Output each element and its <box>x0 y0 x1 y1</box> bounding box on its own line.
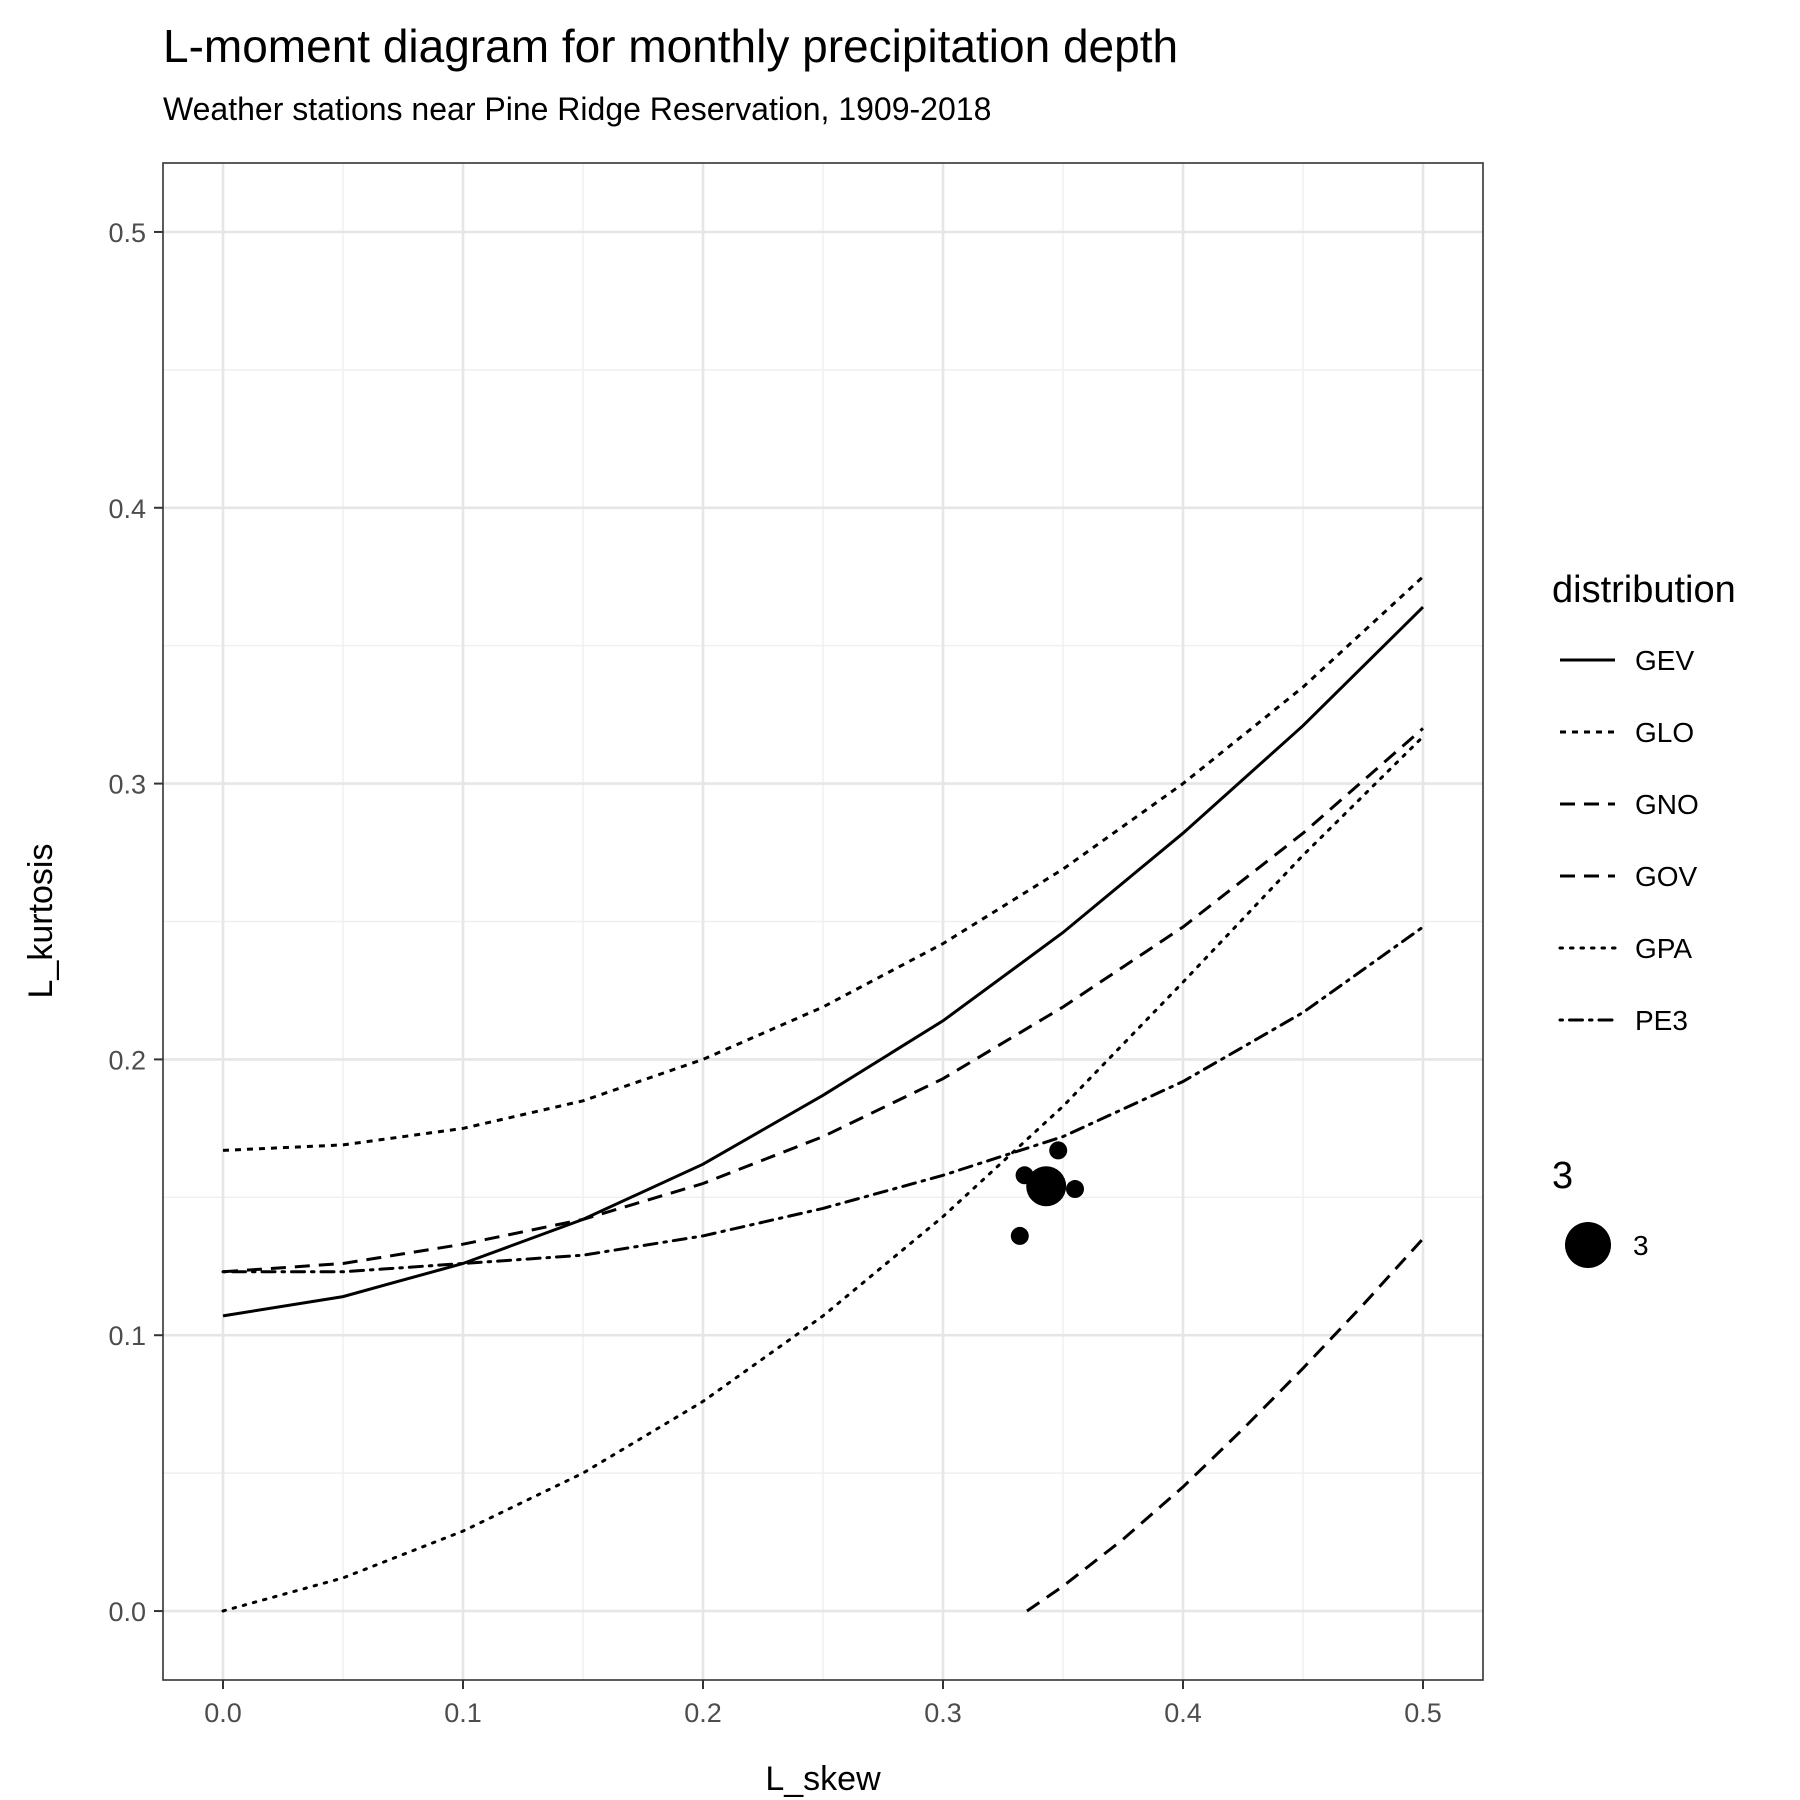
panel-border <box>162 162 1484 1681</box>
data-point <box>1049 1141 1068 1160</box>
series-line-gev <box>222 606 1425 1318</box>
legend-label-gev: GEV <box>1635 645 1694 676</box>
y-axis-title: L_kurtosis <box>22 844 60 999</box>
data-point <box>1026 1166 1067 1207</box>
x-tick-label: 0.0 <box>204 1698 242 1728</box>
legend-label-pe3: PE3 <box>1635 1005 1688 1036</box>
y-tick-label: 0.3 <box>108 770 146 800</box>
distribution-curves <box>221 575 1425 1613</box>
chart-title: L-moment diagram for monthly precipitati… <box>163 20 1178 72</box>
series-line-gov <box>1026 1237 1425 1613</box>
size-legend-title: 3 <box>1552 1155 1573 1197</box>
size-legend-label: 3 <box>1633 1230 1649 1261</box>
y-tick-label: 0.0 <box>108 1597 146 1627</box>
x-tick-label: 0.3 <box>924 1698 962 1728</box>
x-tick-label: 0.2 <box>684 1698 722 1728</box>
series-line-glo <box>222 575 1425 1152</box>
data-point <box>1010 1226 1029 1245</box>
legend-label-glo: GLO <box>1635 717 1694 748</box>
x-tick-label: 0.1 <box>444 1698 482 1728</box>
plot-panel <box>162 162 1484 1681</box>
size-legend: 3 3 <box>1552 1155 1649 1268</box>
size-legend-key <box>1565 1222 1611 1268</box>
series-line-pe3 <box>221 925 1425 1274</box>
distribution-legend: distribution GEV GLO GNO GOV GPA PE3 <box>1552 569 1736 1036</box>
y-tick-label: 0.5 <box>108 218 146 248</box>
y-tick-label: 0.1 <box>108 1321 146 1351</box>
x-axis-title: L_skew <box>765 1760 881 1798</box>
series-line-gpa <box>221 735 1425 1613</box>
y-axis: 0.0 0.1 0.2 0.3 0.4 0.5 <box>108 218 163 1627</box>
data-point <box>1015 1166 1034 1185</box>
major-gridlines <box>163 163 1483 1680</box>
legend-label-gno: GNO <box>1635 789 1699 820</box>
legend-title: distribution <box>1552 569 1736 611</box>
minor-gridlines <box>163 163 1483 1680</box>
chart-subtitle: Weather stations near Pine Ridge Reserva… <box>163 91 991 127</box>
data-point <box>1066 1180 1084 1199</box>
x-axis: 0.0 0.1 0.2 0.3 0.4 0.5 <box>204 1680 1442 1728</box>
series-line-gno <box>222 727 1424 1274</box>
y-tick-label: 0.4 <box>108 494 146 524</box>
y-tick-label: 0.2 <box>108 1045 146 1075</box>
x-tick-label: 0.4 <box>1164 1698 1202 1728</box>
x-tick-label: 0.5 <box>1404 1698 1442 1728</box>
legend-label-gpa: GPA <box>1635 933 1692 964</box>
legend-label-gov: GOV <box>1635 861 1698 892</box>
sample-points <box>1010 1141 1084 1245</box>
